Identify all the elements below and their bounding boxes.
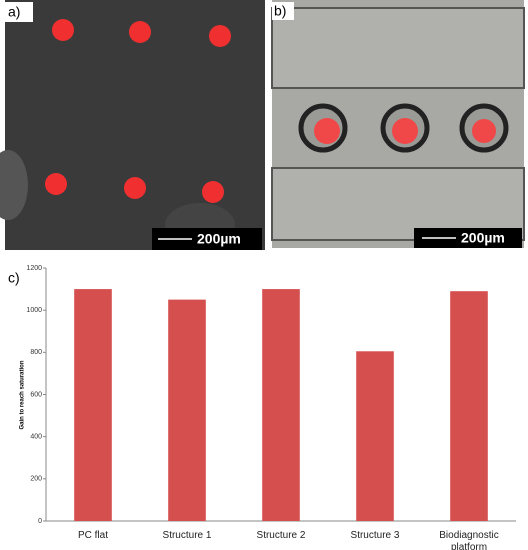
y-tick-label: 1000 xyxy=(26,307,42,314)
scale-label: 200µm xyxy=(461,230,505,246)
wells xyxy=(298,103,509,153)
channel xyxy=(271,7,525,89)
scale-label: 200µm xyxy=(197,231,241,247)
bar xyxy=(74,289,112,521)
y-tick-label: 200 xyxy=(30,476,42,483)
bar xyxy=(168,299,206,521)
artifact xyxy=(0,150,28,220)
panel-label: c) xyxy=(8,270,20,286)
panel-label: a) xyxy=(8,4,20,20)
y-tick-label: 400 xyxy=(30,434,42,441)
x-tick-label: Biodiagnostic platform xyxy=(439,530,499,550)
x-tick-label: Structure 1 xyxy=(162,530,212,541)
y-axis-title: Gain to reach saturation xyxy=(20,360,26,429)
bar xyxy=(262,289,300,521)
bar xyxy=(356,351,394,521)
y-tick-label: 800 xyxy=(30,349,42,356)
x-tick-label: Structure 2 xyxy=(256,530,306,541)
panel-label: b) xyxy=(274,3,286,19)
y-tick-label: 0 xyxy=(38,518,42,525)
bar xyxy=(450,291,488,521)
scale-box xyxy=(152,228,262,250)
label-box xyxy=(5,2,33,22)
x-tick-label: Structure 3 xyxy=(350,530,400,541)
y-tick-label: 600 xyxy=(30,391,42,398)
scale-box xyxy=(414,228,522,248)
label-box xyxy=(272,2,294,20)
x-tick-label: PC flat xyxy=(77,530,108,541)
spots-a xyxy=(45,19,231,203)
y-tick-label: 1200 xyxy=(26,265,42,272)
